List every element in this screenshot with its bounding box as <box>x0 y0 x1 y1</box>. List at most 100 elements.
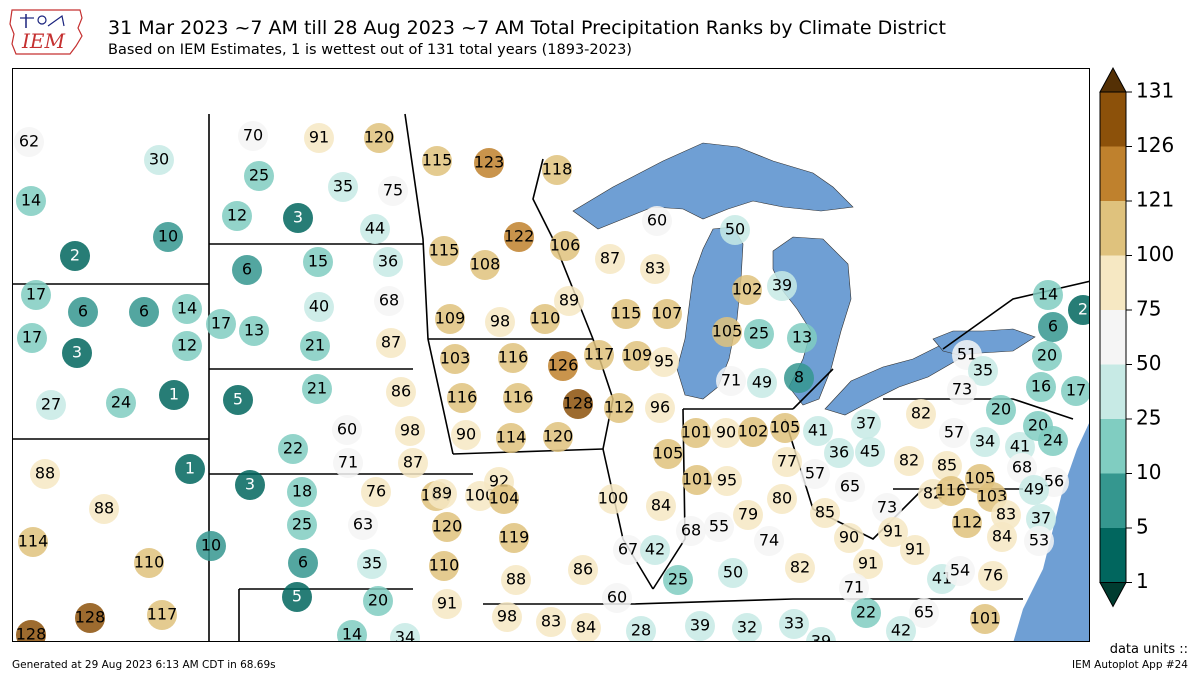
district-rank-label: 18 <box>292 482 312 501</box>
colorbar-segment <box>1100 92 1126 147</box>
district-rank-label: 10 <box>201 536 221 555</box>
district-fill <box>172 331 202 361</box>
district-rank-label: 14 <box>342 625 362 643</box>
great-lakes <box>572 142 1089 641</box>
district-fill <box>432 512 462 542</box>
district-rank-label: 36 <box>829 443 849 462</box>
district-fill <box>712 466 742 496</box>
district-rank-label: 80 <box>772 489 792 508</box>
district-rank-label: 88 <box>506 570 526 589</box>
district-rank-label: 50 <box>725 220 745 239</box>
district-rank-label: 114 <box>496 428 527 447</box>
district-rank-label: 84 <box>992 527 1012 546</box>
district-rank-label: 89 <box>559 291 579 310</box>
district-rank-label: 88 <box>35 464 55 483</box>
district-fill <box>278 434 308 464</box>
district-rank-label: 115 <box>422 151 453 170</box>
district-rank-label: 24 <box>111 393 131 412</box>
district-rank-label: 54 <box>950 561 970 580</box>
district-fill <box>501 565 531 595</box>
district-fill <box>704 512 734 542</box>
district-fill <box>640 535 670 565</box>
colorbar-tick-label: 121 <box>1136 188 1174 212</box>
district-rank-label: 6 <box>298 553 308 572</box>
district-fill <box>363 586 393 616</box>
district-rank-label: 105 <box>770 418 801 437</box>
district-rank-label: 88 <box>94 499 114 518</box>
district-fill <box>357 549 387 579</box>
district-fill <box>855 437 885 467</box>
district-rank-label: 96 <box>650 398 670 417</box>
colorbar-tick-label: 131 <box>1136 79 1174 103</box>
district-fill <box>485 307 515 337</box>
district-fill <box>584 340 614 370</box>
district-fill <box>968 356 998 386</box>
district-fill <box>196 531 226 561</box>
district-rank-label: 22 <box>856 603 876 622</box>
district-rank-label: 20 <box>368 591 388 610</box>
district-fill <box>147 600 177 630</box>
autoplot-app-id: IEM Autoplot App #24 <box>1072 659 1188 671</box>
district-rank-label: 77 <box>777 452 797 471</box>
district-fill <box>492 602 522 632</box>
district-rank-label: 49 <box>1024 480 1044 499</box>
district-rank-label: 104 <box>489 489 520 508</box>
colorbar-bottom-arrow <box>1099 582 1127 608</box>
district-rank-label: 15 <box>308 252 328 271</box>
district-rank-label: 120 <box>543 427 574 446</box>
district-rank-label: 37 <box>856 414 876 433</box>
district-rank-label: 45 <box>860 442 880 461</box>
district-rank-label: 14 <box>21 191 41 210</box>
district-fill <box>435 304 465 334</box>
colorbar-tick-label: 25 <box>1136 406 1161 430</box>
district-rank-label: 65 <box>914 603 934 622</box>
district-rank-label: 32 <box>737 618 757 637</box>
district-rank-label: 102 <box>738 422 769 441</box>
district-rank-label: 42 <box>645 540 665 559</box>
district-fill <box>333 448 363 478</box>
district-fill <box>89 494 119 524</box>
data-units-label: data units :: <box>1109 642 1188 657</box>
district-fill <box>747 368 777 398</box>
district-fill <box>681 418 711 448</box>
district-rank-label: 82 <box>899 451 919 470</box>
district-rank-label: 103 <box>977 487 1008 506</box>
colorbar-frame <box>1099 91 1127 583</box>
district-rank-label: 37 <box>1031 509 1051 528</box>
district-fill <box>223 385 253 415</box>
district-fill <box>872 493 902 523</box>
district-fill <box>374 286 404 316</box>
district-rank-label: 65 <box>840 477 860 496</box>
colorbar-tick-label: 126 <box>1136 133 1174 157</box>
district-rank-label: 112 <box>952 513 983 532</box>
district-fill <box>906 399 936 429</box>
district-rank-label: 25 <box>668 570 688 589</box>
district-fill <box>328 172 358 202</box>
district-rank-label: 39 <box>811 632 831 643</box>
district-fill <box>595 244 625 274</box>
district-rank-label: 25 <box>292 515 312 534</box>
district-rank-label: 89 <box>432 484 452 503</box>
district-fill <box>987 522 1017 552</box>
district-rank-label: 68 <box>681 521 701 540</box>
district-fill <box>287 477 317 507</box>
district-rank-label: 117 <box>147 605 178 624</box>
district-fill <box>222 201 252 231</box>
district-rank-label: 90 <box>716 423 736 442</box>
district-rank-label: 73 <box>952 380 972 399</box>
district-fill <box>302 374 332 404</box>
district-rank-label: 91 <box>309 128 329 147</box>
district-fill <box>36 390 66 420</box>
district-fill <box>18 527 48 557</box>
district-rank-label: 84 <box>576 618 596 637</box>
district-fill <box>851 598 881 628</box>
district-fill <box>386 377 416 407</box>
district-rank-label: 116 <box>936 481 967 500</box>
district-rank-label: 110 <box>530 309 561 328</box>
district-rank-label: 40 <box>309 297 329 316</box>
colorbar-segment <box>1100 255 1126 310</box>
district-fill <box>785 553 815 583</box>
district-rank-label: 76 <box>983 566 1003 585</box>
district-rank-label: 3 <box>293 208 303 227</box>
